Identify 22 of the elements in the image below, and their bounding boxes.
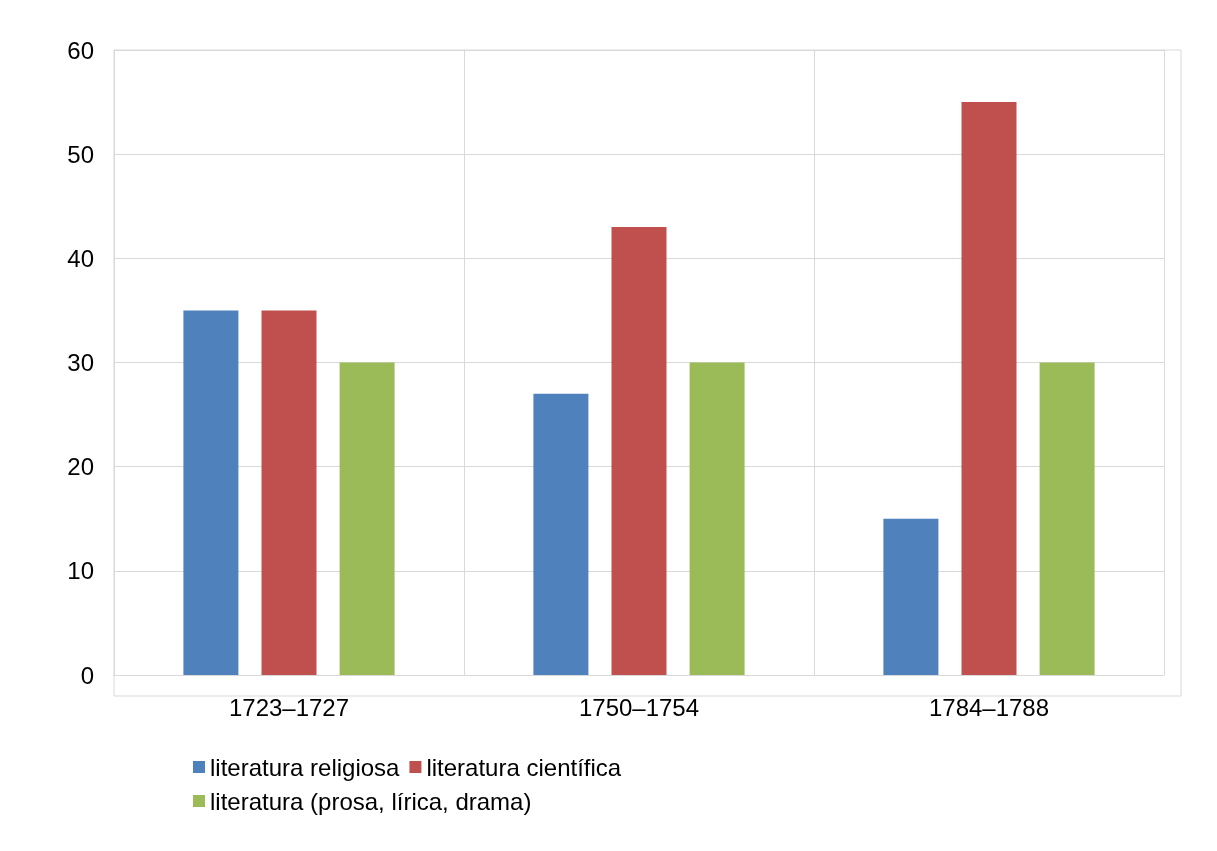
y-tick-label: 60 xyxy=(67,36,94,64)
bar xyxy=(883,518,939,675)
x-tick-label: 1723–1727 xyxy=(228,693,350,721)
y-tick-label: 40 xyxy=(67,244,94,272)
y-tick-label: 0 xyxy=(80,661,94,689)
y-tick-label: 10 xyxy=(67,557,94,585)
legend-label: literatura científica xyxy=(426,753,622,781)
bar xyxy=(611,227,667,675)
bar xyxy=(261,310,317,675)
bar xyxy=(183,310,239,675)
x-tick-label: 1750–1754 xyxy=(578,693,700,721)
y-tick-label: 30 xyxy=(67,349,94,376)
bar xyxy=(689,362,745,675)
legend-label: literatura religiosa xyxy=(210,753,401,781)
legend-label: literatura (prosa, lírica, drama) xyxy=(210,787,532,815)
y-tick-label: 20 xyxy=(67,453,94,481)
x-tick-label: 1784–1788 xyxy=(928,693,1050,721)
bar xyxy=(339,362,395,675)
bar xyxy=(961,102,1017,675)
y-tick-label: 50 xyxy=(67,140,94,168)
bar xyxy=(533,393,589,675)
bar xyxy=(1039,362,1095,675)
